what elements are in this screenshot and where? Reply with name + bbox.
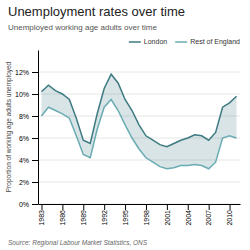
y-tick-mark bbox=[32, 160, 38, 161]
plot-area: 1983 1986 1989 1992 1995 1998 2001 2004 2007 2010… bbox=[15, 51, 241, 226]
x-tick-mark bbox=[125, 204, 126, 210]
x-tick-mark bbox=[209, 204, 210, 210]
x-tick-mark bbox=[230, 204, 231, 210]
x-tick: 1986 bbox=[59, 204, 66, 226]
x-tick-label: 2004 bbox=[184, 210, 191, 226]
y-tick-label: 2% bbox=[19, 179, 29, 186]
x-tick-mark bbox=[167, 204, 168, 210]
series-line bbox=[41, 100, 236, 169]
grid-line bbox=[38, 94, 240, 95]
x-tick: 1983 bbox=[38, 204, 45, 226]
x-tick: 1989 bbox=[80, 204, 87, 226]
x-tick: 2004 bbox=[184, 204, 191, 226]
legend: London Rest of England bbox=[129, 38, 240, 46]
legend-item: Rest of England bbox=[175, 38, 240, 46]
x-tick: 2007 bbox=[205, 204, 212, 226]
x-tick-label: 1992 bbox=[101, 210, 108, 226]
x-tick-label: 1986 bbox=[59, 210, 66, 226]
y-tick: 2% bbox=[19, 179, 38, 186]
title: Unemployment rates over time bbox=[8, 4, 185, 19]
grid-line bbox=[38, 72, 240, 73]
x-tick-label: 1995 bbox=[122, 210, 129, 226]
series-line bbox=[41, 74, 236, 147]
y-grid bbox=[38, 72, 240, 204]
y-axis-title: Proportion of working age adults unemplo… bbox=[5, 61, 13, 192]
legend-swatch bbox=[175, 41, 187, 43]
marks bbox=[41, 74, 236, 169]
y-tick-label: 6% bbox=[19, 135, 29, 142]
y-tick-label: 10% bbox=[15, 91, 29, 98]
x-tick: 1992 bbox=[101, 204, 108, 226]
x-tick-label: 1983 bbox=[38, 210, 45, 226]
y-tick-mark bbox=[32, 138, 38, 139]
x-tick: 2001 bbox=[164, 204, 171, 226]
x-tick-label: 1998 bbox=[143, 210, 150, 226]
y-tick: 4% bbox=[19, 157, 38, 164]
chart-container: Unemployment rates over time Unemployed w… bbox=[0, 0, 250, 250]
x-tick-label: 2001 bbox=[164, 210, 171, 226]
legend-label: Rest of England bbox=[190, 38, 240, 46]
x-tick-mark bbox=[146, 204, 147, 210]
y-tick: 0% bbox=[19, 201, 38, 208]
y-tick: 8% bbox=[19, 113, 38, 120]
y-tick-mark bbox=[32, 182, 38, 183]
x-tick-label: 2010 bbox=[226, 210, 233, 226]
x-tick-mark bbox=[104, 204, 105, 210]
source: Source: Regional Labour Market Statistic… bbox=[8, 239, 148, 247]
y-tick-mark bbox=[32, 94, 38, 95]
x-tick-mark bbox=[62, 204, 63, 210]
y-tick-mark bbox=[32, 204, 38, 205]
x-tick: 2010 bbox=[226, 204, 233, 226]
legend-swatch bbox=[129, 41, 141, 43]
y-tick-mark bbox=[32, 116, 38, 117]
y-tick-label: 8% bbox=[19, 113, 29, 120]
x-tick: 1995 bbox=[122, 204, 129, 226]
x-tick: 1998 bbox=[143, 204, 150, 226]
grid-line bbox=[38, 204, 240, 205]
y-tick-label: 0% bbox=[19, 201, 29, 208]
chart-svg: Unemployment rates over time Unemployed w… bbox=[0, 0, 250, 250]
y-axis-line bbox=[38, 51, 39, 205]
x-tick-mark bbox=[83, 204, 84, 210]
legend-label: London bbox=[144, 38, 167, 45]
y-tick: 6% bbox=[19, 135, 38, 142]
y-tick-mark bbox=[32, 72, 38, 73]
x-axis: 1983 1986 1989 1992 1995 1998 2001 2004 2007 2010 bbox=[38, 204, 240, 226]
x-tick-label: 2007 bbox=[205, 210, 212, 226]
y-axis: 0% 2% 4% 6% 8% 10% 12% bbox=[15, 51, 39, 208]
fill-between bbox=[41, 74, 236, 169]
x-tick-mark bbox=[41, 204, 42, 210]
x-tick-mark bbox=[188, 204, 189, 210]
y-tick-label: 12% bbox=[15, 69, 29, 76]
subtitle: Unemployed working age adults over time bbox=[8, 23, 158, 32]
y-tick: 10% bbox=[15, 91, 38, 98]
y-tick: 12% bbox=[15, 69, 38, 76]
grid-line bbox=[38, 182, 240, 183]
y-tick-label: 4% bbox=[19, 157, 29, 164]
legend-item: London bbox=[129, 38, 167, 45]
x-axis-line bbox=[39, 204, 241, 205]
x-tick-label: 1989 bbox=[80, 210, 87, 226]
